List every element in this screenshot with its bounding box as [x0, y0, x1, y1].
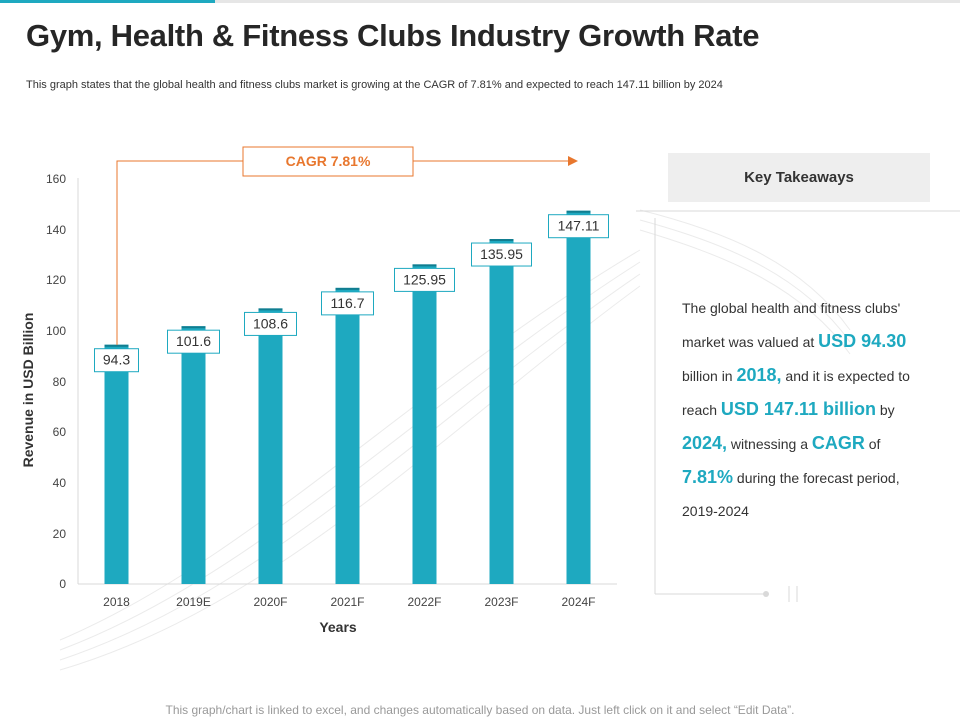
x-tick-label: 2019E [176, 595, 211, 609]
cagr-label: CAGR 7.81% [286, 153, 371, 169]
y-tick-label: 80 [53, 375, 67, 389]
bar-2021f [335, 287, 360, 584]
svg-text:108.6: 108.6 [253, 315, 288, 331]
cagr-annotation: CAGR 7.81% [116, 146, 578, 345]
x-tick-label: 2021F [330, 595, 364, 609]
svg-text:147.11: 147.11 [558, 218, 600, 234]
highlight-value: USD 94.30 [818, 331, 907, 351]
y-tick-label: 60 [53, 425, 67, 439]
cagr-arrow-head [568, 156, 578, 166]
highlight-value: 2018, [736, 365, 782, 385]
x-tick-label: 2022F [407, 595, 441, 609]
data-labels: 94.3 101.6 108.6 116.7 125.95 135.95 147… [94, 214, 609, 373]
y-tick-label: 120 [46, 273, 66, 287]
highlight-value: 7.81% [682, 467, 734, 487]
bar-2023f [489, 239, 514, 585]
data-label: 135.95 [471, 242, 532, 267]
y-tick-label: 40 [53, 476, 67, 490]
data-label: 108.6 [244, 311, 297, 336]
footnote: This graph/chart is linked to excel, and… [165, 703, 795, 717]
data-label: 147.11 [548, 214, 609, 239]
svg-text:116.7: 116.7 [331, 295, 365, 311]
top-accent-bar [0, 0, 215, 3]
y-tick-label: 140 [46, 223, 66, 237]
highlight-value: USD 147.11 billion [720, 399, 876, 419]
bar-2022f [412, 264, 437, 584]
svg-text:101.6: 101.6 [176, 333, 211, 349]
svg-text:135.95: 135.95 [480, 246, 523, 262]
svg-text:94.3: 94.3 [103, 352, 130, 368]
page-title: Gym, Health & Fitness Clubs Industry Gro… [26, 18, 760, 53]
x-tick-label: 2020F [253, 595, 287, 609]
takeaways-frame [636, 210, 960, 602]
x-axis-title: Years [319, 619, 357, 635]
x-axis-ticks: 2018 2019E 2020F 2021F 2022F 2023F 2024F [103, 595, 595, 609]
y-tick-label: 0 [59, 577, 66, 591]
bar-series [104, 210, 591, 585]
y-axis-title: Revenue in USD Billion [20, 313, 36, 468]
y-axis-ticks: 0 20 40 60 80 100 120 140 160 [46, 172, 66, 591]
y-tick-label: 160 [46, 172, 66, 186]
x-tick-label: 2018 [103, 595, 130, 609]
cagr-box [242, 146, 414, 177]
key-takeaways-header: Key Takeaways [668, 153, 930, 202]
cagr-arrow-line [116, 160, 568, 345]
bar-2024f [566, 210, 591, 584]
y-tick-label: 100 [46, 324, 66, 338]
y-tick-label: 20 [53, 527, 67, 541]
bar-2018 [104, 344, 129, 584]
bar-2020f [258, 308, 283, 584]
x-tick-label: 2023F [484, 595, 518, 609]
data-label: 125.95 [394, 267, 455, 292]
bar-2019e [181, 326, 206, 584]
highlight-value: CAGR [811, 433, 865, 453]
x-tick-label: 2024F [561, 595, 595, 609]
svg-text:125.95: 125.95 [403, 271, 446, 287]
top-divider-bar [215, 0, 960, 3]
data-label: 116.7 [321, 291, 374, 316]
background-waves [59, 209, 851, 671]
highlight-value: 2024, [682, 433, 728, 453]
key-takeaways-text: The global health and fitness clubs' mar… [682, 300, 910, 519]
data-label: 101.6 [167, 329, 220, 354]
data-label: 94.3 [94, 348, 139, 373]
page-subtitle: This graph states that the global health… [26, 79, 723, 91]
